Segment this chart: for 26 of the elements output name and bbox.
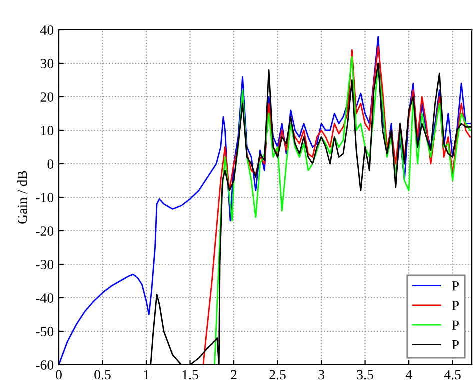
y-axis-title: Gain / dB	[17, 171, 28, 224]
x-tick-label: 2.5	[270, 370, 286, 380]
y-tick-label: -40	[36, 294, 54, 303]
x-tick-label: 1.5	[182, 370, 198, 380]
y-tick-label: -20	[36, 226, 54, 236]
x-tick-label: 0.5	[94, 370, 111, 380]
legend-label: P	[452, 282, 459, 291]
y-tick-label: -30	[36, 260, 54, 270]
y-tick-label: -60	[36, 360, 54, 370]
x-tick-label: 3.5	[357, 370, 374, 380]
y-tick-label: 10	[41, 126, 54, 136]
x-tick-label: 2	[231, 370, 237, 380]
legend-label: P	[452, 301, 459, 310]
y-tick-label: 0	[48, 160, 54, 169]
x-tick-label: 0	[56, 370, 62, 380]
y-tick-label: 30	[40, 59, 54, 68]
y-tick-label: 40	[40, 26, 54, 35]
legend-label: P	[452, 320, 459, 330]
x-tick-label: 1	[144, 370, 150, 380]
y-tick-label: -50	[36, 327, 54, 336]
legend-label: P	[452, 340, 459, 350]
x-tick-label: 4.5	[444, 370, 461, 380]
x-tick-label: 4	[406, 370, 412, 380]
y-tick-label: 20	[40, 92, 54, 102]
y-tick-label: -10	[36, 193, 54, 202]
x-tick-label: 3	[318, 370, 324, 380]
